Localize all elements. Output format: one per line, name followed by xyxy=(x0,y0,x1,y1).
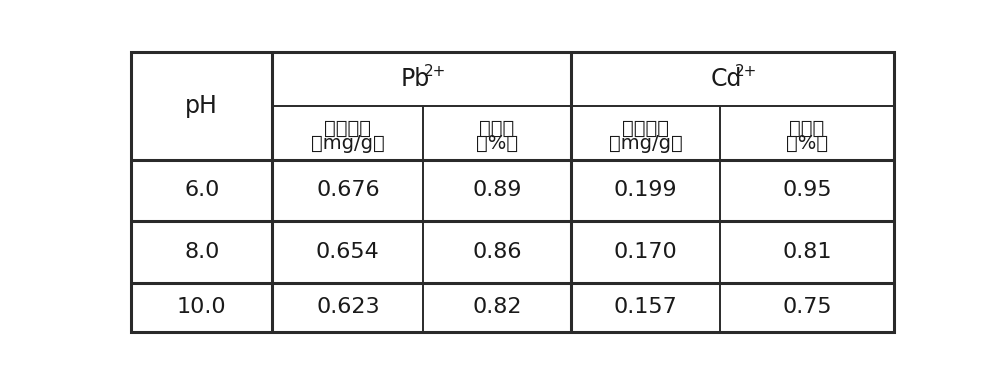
Text: 0.81: 0.81 xyxy=(782,242,832,262)
Text: 8.0: 8.0 xyxy=(184,242,219,262)
Text: 溶出浓度: 溶出浓度 xyxy=(622,119,669,138)
Text: 溶出率: 溶出率 xyxy=(789,119,825,138)
Text: 6.0: 6.0 xyxy=(184,180,219,200)
Text: 溶出率: 溶出率 xyxy=(479,119,515,138)
Text: Pb: Pb xyxy=(401,67,430,91)
Text: 0.157: 0.157 xyxy=(614,298,677,317)
Text: 0.623: 0.623 xyxy=(316,298,380,317)
Text: 10.0: 10.0 xyxy=(177,298,227,317)
Text: 2+: 2+ xyxy=(424,63,447,79)
Text: 0.199: 0.199 xyxy=(614,180,677,200)
Text: （mg/g）: （mg/g） xyxy=(311,134,385,153)
Text: 0.170: 0.170 xyxy=(614,242,677,262)
Text: pH: pH xyxy=(185,93,218,118)
Text: 0.89: 0.89 xyxy=(472,180,522,200)
Text: （%）: （%） xyxy=(786,134,828,153)
Text: （mg/g）: （mg/g） xyxy=(609,134,682,153)
Text: 0.654: 0.654 xyxy=(316,242,380,262)
Text: 0.86: 0.86 xyxy=(472,242,522,262)
Text: 2+: 2+ xyxy=(735,63,757,79)
Text: 溶出浓度: 溶出浓度 xyxy=(324,119,371,138)
Text: 0.676: 0.676 xyxy=(316,180,380,200)
Text: Cd: Cd xyxy=(710,67,742,91)
Text: （%）: （%） xyxy=(476,134,518,153)
Text: 0.95: 0.95 xyxy=(782,180,832,200)
Text: 0.82: 0.82 xyxy=(472,298,522,317)
Text: 0.75: 0.75 xyxy=(782,298,832,317)
